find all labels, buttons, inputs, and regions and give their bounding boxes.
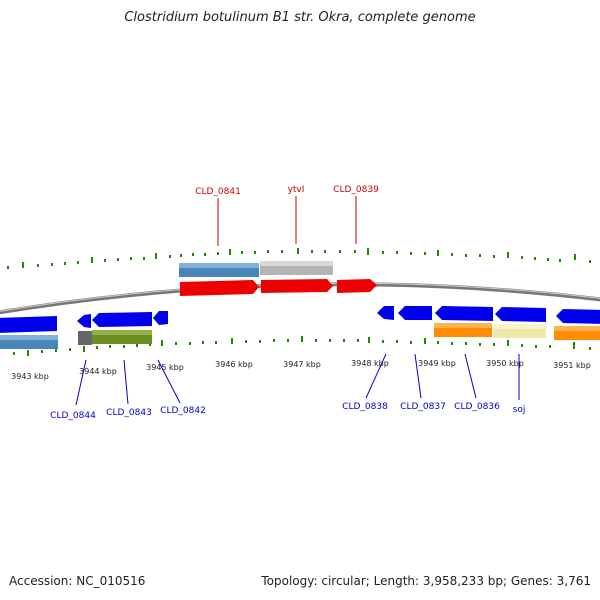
- scale-tick-label: 3948 kbp: [351, 359, 389, 368]
- gene-label-cld-0837: CLD_0837: [400, 402, 446, 412]
- plus-strand-genes[interactable]: [179, 261, 377, 296]
- minus-gene-labels[interactable]: CLD_0844 CLD_0843 CLD_0842 CLD_0838 CLD_…: [50, 402, 525, 421]
- cds-arrow: [377, 306, 394, 320]
- cds-arrow: [435, 306, 493, 321]
- accession-text: Accession: NC_010516: [9, 574, 146, 588]
- scale-tick-label: 3949 kbp: [418, 359, 456, 368]
- gene-label-cld-0841: CLD_0841: [195, 187, 241, 197]
- cds-arrow: [495, 307, 546, 322]
- gene-label-cld-0838: CLD_0838: [342, 402, 388, 412]
- lower-tick-row: [13, 336, 591, 356]
- cds-arrow: [77, 314, 91, 328]
- gene-label-cld-0836: CLD_0836: [454, 402, 500, 412]
- scale-tick-label: 3943 kbp: [11, 372, 49, 381]
- label-leaders: [217, 196, 357, 246]
- scale-tick-label: 3947 kbp: [283, 360, 321, 369]
- gene-label-cld-0839: CLD_0839: [333, 185, 379, 195]
- scale-tick-label: 3945 kbp: [146, 363, 184, 372]
- genome-summary-text: Topology: circular; Length: 3,958,233 bp…: [261, 574, 591, 588]
- cds-arrow: [556, 309, 600, 324]
- upper-tick-row: [7, 248, 591, 269]
- gene-label-soj: soj: [513, 405, 526, 415]
- scale-tick-label: 3951 kbp: [553, 361, 591, 370]
- gene-label-ytvi: ytvI: [288, 185, 305, 195]
- cds-arrow: [0, 316, 57, 333]
- cds-arrow: [92, 312, 152, 327]
- gene-bar: [78, 331, 92, 345]
- scale-tick-label: 3946 kbp: [215, 360, 253, 369]
- cds-arrow: [261, 279, 333, 293]
- cds-arrow: [153, 311, 168, 325]
- gene-label-cld-0843: CLD_0843: [106, 408, 152, 418]
- minus-strand-genes[interactable]: [0, 306, 600, 349]
- cds-arrow: [398, 306, 432, 320]
- gene-label-cld-0842: CLD_0842: [160, 406, 206, 416]
- scale-tick-label: 3944 kbp: [79, 367, 117, 376]
- scale-labels: 3943 kbp 3944 kbp 3945 kbp 3946 kbp 3947…: [11, 359, 591, 381]
- genome-title: Clostridium botulinum B1 str. Okra, comp…: [124, 10, 476, 25]
- cds-arrow: [180, 280, 259, 296]
- scale-tick-label: 3950 kbp: [486, 359, 524, 368]
- plus-gene-labels[interactable]: CLD_0841 ytvI CLD_0839: [195, 185, 379, 197]
- cds-arrow: [337, 279, 377, 293]
- gene-label-cld-0844: CLD_0844: [50, 411, 96, 421]
